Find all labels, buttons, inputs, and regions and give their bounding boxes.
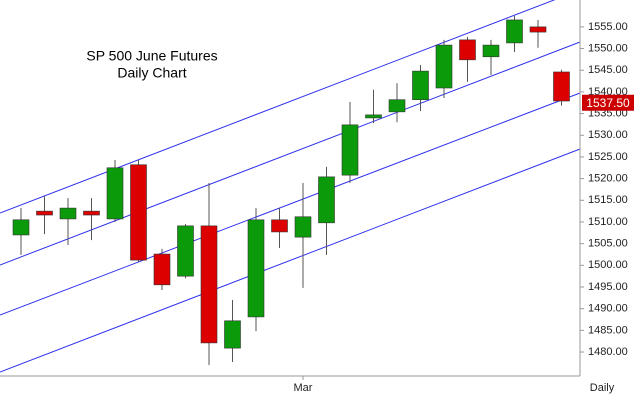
candle-body	[177, 225, 194, 277]
candle-body	[224, 320, 241, 349]
x-tick-label: Mar	[294, 382, 313, 394]
candle-body	[412, 70, 429, 101]
candle-body	[294, 216, 312, 238]
candle-body	[271, 219, 288, 233]
y-tick-label: 1555.00	[588, 21, 628, 33]
candle-body	[388, 99, 406, 113]
candle-body	[553, 71, 570, 102]
candle-body	[153, 253, 171, 286]
candle-body	[435, 44, 453, 89]
y-tick-label: 1510.00	[588, 216, 628, 228]
channel-lines	[0, 0, 581, 373]
candle-body	[106, 167, 124, 220]
y-tick-label: 1530.00	[588, 129, 628, 141]
y-tick-label: 1495.00	[588, 281, 628, 293]
y-tick-label: 1550.00	[588, 42, 628, 54]
candle-body	[318, 176, 335, 224]
candle-body	[459, 39, 476, 61]
y-tick-label: 1505.00	[588, 238, 628, 250]
candle-body	[247, 219, 265, 318]
candle-body	[482, 44, 500, 58]
candle-body	[365, 114, 382, 119]
candle-body	[341, 124, 359, 176]
chart-title: SP 500 June Futures	[86, 48, 217, 64]
y-tick-label: 1545.00	[588, 64, 628, 76]
chart-subtitle: Daily Chart	[117, 65, 186, 81]
channel-line	[0, 148, 581, 373]
candle-body	[83, 210, 100, 216]
channel-line	[0, 41, 581, 266]
candle-body	[59, 207, 77, 220]
y-tick-label: 1515.00	[588, 194, 628, 206]
last-price-box	[582, 94, 634, 111]
y-tick-label: 1490.00	[588, 303, 628, 315]
candle-body	[12, 219, 30, 236]
candle-body	[200, 225, 218, 344]
y-tick-label: 1520.00	[588, 173, 628, 185]
candle-body	[130, 164, 147, 261]
last-price-label: 1537.50	[586, 96, 630, 110]
candle-body	[529, 26, 547, 33]
y-tick-label: 1485.00	[588, 324, 628, 336]
y-tick-label: 1500.00	[588, 259, 628, 271]
candle-body	[36, 210, 53, 216]
x-axis-label: Daily	[590, 382, 615, 394]
channel-line	[0, 0, 556, 214]
y-tick-label: 1525.00	[588, 151, 628, 163]
candle-body	[506, 19, 523, 44]
channel-line	[0, 92, 581, 316]
y-tick-label: 1480.00	[588, 346, 628, 358]
